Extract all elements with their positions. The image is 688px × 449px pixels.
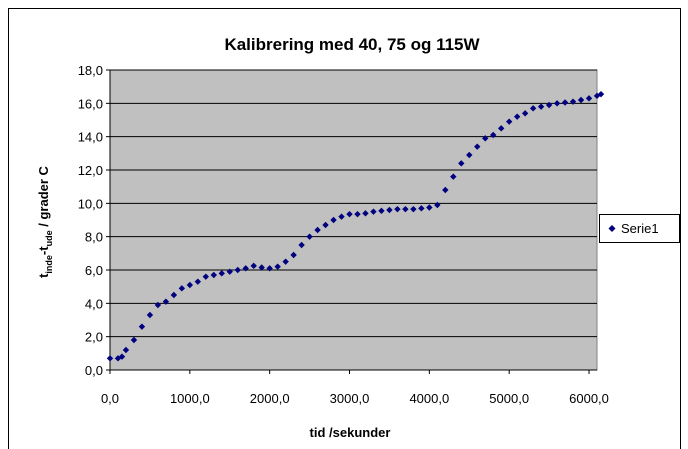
x-tick-label: 4000,0 [409,391,449,406]
point [282,258,289,265]
point [258,264,265,271]
point [410,205,417,213]
point [346,210,353,218]
point [250,262,257,270]
y-tick-label: 14,0 [78,130,103,145]
point [130,336,138,344]
point [218,270,225,277]
point [170,291,178,299]
point [322,221,329,229]
y-tick-label: 16,0 [78,96,103,111]
point [298,241,305,249]
point [118,353,126,360]
y-tick-label: 4,0 [85,296,103,311]
point [529,105,537,112]
point [234,266,241,274]
x-axis-title: tid /sekunder [310,425,391,440]
point [370,208,377,215]
point [537,103,545,110]
point [561,99,569,106]
x-tick-label: 5000,0 [489,391,529,406]
point [458,160,465,167]
point [194,278,202,285]
point [354,210,361,218]
y-title-part: / grader C [36,165,51,230]
point [202,273,210,280]
point [513,113,521,120]
point [569,98,577,105]
point [402,205,409,213]
point [482,135,489,142]
point [426,204,433,211]
point [386,206,393,214]
point [226,268,233,275]
point [114,355,122,362]
point [378,207,385,215]
point [338,213,345,220]
point [306,233,313,240]
point [474,143,481,150]
point [450,173,457,180]
y-tick-label: 8,0 [85,230,103,245]
point [497,125,505,132]
x-tick-label: 2000,0 [250,391,290,406]
point [597,90,605,98]
point [490,131,497,139]
point [274,263,281,270]
point [186,281,194,289]
legend-box [599,214,680,243]
y-tick-label: 6,0 [85,263,103,278]
y-title-part: -t [36,246,51,255]
point [330,216,337,224]
x-tick-label: 6000,0 [569,391,609,406]
x-tick-label: 3000,0 [330,391,370,406]
x-tick-label: 0,0 [101,391,119,406]
point [314,226,321,234]
point [210,271,217,279]
legend-marker [608,225,616,232]
point [466,151,473,159]
y-title-part: t [36,273,51,278]
point [442,186,449,194]
point [577,96,585,104]
y-tick-label: 2,0 [85,330,103,345]
point [106,355,114,362]
point [545,101,553,109]
point [521,110,529,117]
chart-title: Kalibrering med 40, 75 og 115W [224,35,480,54]
point [434,201,441,209]
point [242,265,249,272]
y-tick-label: 12,0 [78,163,103,178]
point [154,301,162,309]
y-axis-title: tinde-tude / grader C [36,165,54,277]
legend-label: Serie1 [621,221,659,236]
point [138,323,146,330]
y-tick-label: 18,0 [78,63,103,78]
point [585,95,593,102]
point [394,205,401,213]
y-title-sub: ude [44,230,54,246]
y-tick-label: 0,0 [85,363,103,378]
point [122,346,130,354]
point [505,118,513,125]
point [146,311,154,319]
point [418,205,425,212]
point [162,298,170,305]
point [553,100,561,107]
y-title-sub: inde [44,255,54,274]
point [290,251,297,259]
point [266,265,273,272]
point [178,285,186,292]
x-tick-label: 1000,0 [170,391,210,406]
point [362,210,369,217]
y-tick-label: 10,0 [78,196,103,211]
